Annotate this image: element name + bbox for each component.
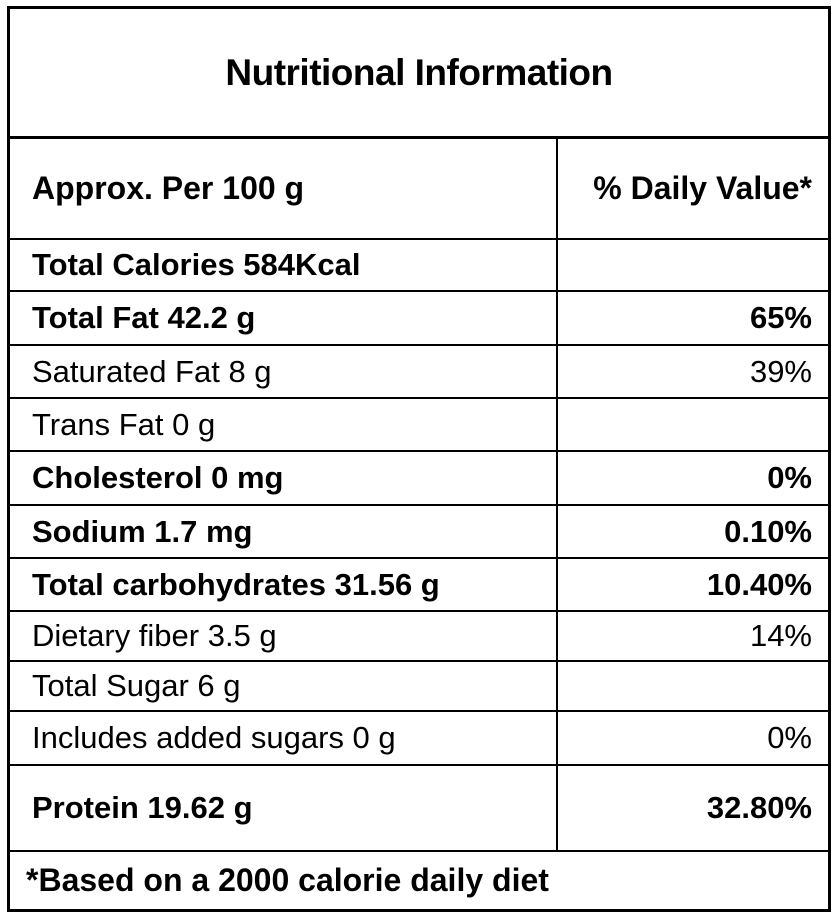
header-daily-value: % Daily Value*	[593, 170, 812, 207]
table-row: Sodium 1.7 mg 0.10%	[10, 506, 828, 559]
nutrient-label: Sodium 1.7 mg	[10, 506, 558, 557]
table-row: Includes added sugars 0 g 0%	[10, 712, 828, 766]
nutrient-label: Protein 19.62 g	[10, 766, 558, 850]
header-serving-size: Approx. Per 100 g	[10, 139, 558, 238]
nutrient-value: 65%	[749, 300, 812, 335]
nutrient-label: Dietary fiber 3.5 g	[10, 612, 558, 660]
table-row: Trans Fat 0 g	[10, 399, 828, 452]
table-row: Total carbohydrates 31.56 g 10.40%	[10, 559, 828, 612]
nutrient-label: Cholesterol 0 mg	[10, 452, 558, 504]
footnote: *Based on a 2000 calorie daily diet	[26, 862, 549, 898]
table-row: Total Sugar 6 g	[10, 662, 828, 712]
nutrient-label: Total Sugar 6 g	[10, 662, 558, 710]
table-row: Dietary fiber 3.5 g 14%	[10, 612, 828, 662]
table-row: Protein 19.62 g 32.80%	[10, 766, 828, 852]
nutrient-value: 0%	[767, 460, 812, 495]
table-row: Saturated Fat 8 g 39%	[10, 346, 828, 399]
nutrient-value: 14%	[749, 618, 812, 653]
nutrient-value: 32.80%	[706, 790, 812, 825]
nutrient-value: 0.10%	[724, 513, 812, 549]
nutrient-value: 39%	[749, 353, 812, 389]
table-row: Cholesterol 0 mg 0%	[10, 452, 828, 506]
nutrient-value	[558, 399, 828, 450]
nutrient-label: Trans Fat 0 g	[10, 399, 558, 450]
nutrient-label: Saturated Fat 8 g	[10, 346, 558, 397]
nutrient-label: Total Fat 42.2 g	[10, 292, 558, 344]
nutrient-value	[558, 240, 828, 290]
nutrient-label: Includes added sugars 0 g	[10, 712, 558, 764]
table-header-row: Approx. Per 100 g % Daily Value*	[10, 139, 828, 240]
nutrient-value: 10.40%	[706, 566, 812, 602]
nutrient-value	[558, 662, 828, 710]
nutrient-label: Total Calories 584Kcal	[10, 240, 558, 290]
nutrient-label: Total carbohydrates 31.56 g	[10, 559, 558, 610]
table-title: Nutritional Information	[10, 9, 828, 139]
nutrient-value: 0%	[767, 720, 812, 755]
table-row: Total Calories 584Kcal	[10, 240, 828, 292]
table-row: Total Fat 42.2 g 65%	[10, 292, 828, 346]
nutrition-facts-table: Nutritional Information Approx. Per 100 …	[7, 6, 831, 912]
